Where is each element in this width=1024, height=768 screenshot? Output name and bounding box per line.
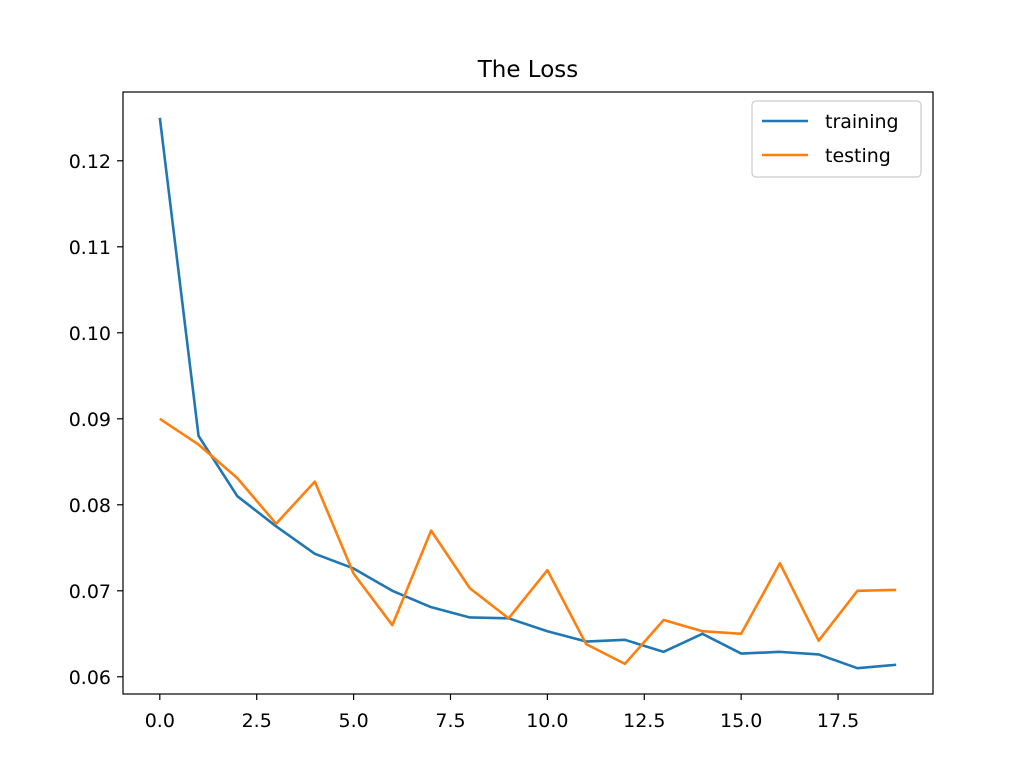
x-axis: 0.0 2.5 5.0 7.5 10.0 12.5 15.0 17.5 xyxy=(145,694,859,732)
x-tick-label: 7.5 xyxy=(435,710,465,732)
plot-area xyxy=(123,92,933,694)
x-tick-label: 2.5 xyxy=(242,710,272,732)
plot-frame xyxy=(122,91,934,695)
legend-label-training: training xyxy=(825,111,899,133)
y-tick-label: 0.11 xyxy=(69,237,111,259)
y-tick-label: 0.08 xyxy=(69,495,111,517)
y-tick-label: 0.10 xyxy=(69,323,111,345)
series-line-testing xyxy=(159,417,897,666)
y-tick-label: 0.07 xyxy=(69,581,111,603)
y-tick-label: 0.09 xyxy=(69,409,111,431)
y-tick-label: 0.12 xyxy=(69,151,111,173)
series-line-training xyxy=(158,117,897,670)
x-tick-label: 5.0 xyxy=(338,710,368,732)
legend: training testing xyxy=(751,100,922,178)
legend-label-testing: testing xyxy=(825,145,891,167)
y-axis: 0.06 0.07 0.08 0.09 0.10 0.11 0.12 xyxy=(69,151,123,689)
x-tick-label: 10.0 xyxy=(526,710,568,732)
x-tick-label: 0.0 xyxy=(145,710,175,732)
x-tick-label: 12.5 xyxy=(623,710,665,732)
chart-title: The Loss xyxy=(477,57,579,83)
x-tick-label: 17.5 xyxy=(817,710,859,732)
y-tick-label: 0.06 xyxy=(69,667,111,689)
x-tick-label: 15.0 xyxy=(720,710,762,732)
series-layer xyxy=(158,117,897,670)
